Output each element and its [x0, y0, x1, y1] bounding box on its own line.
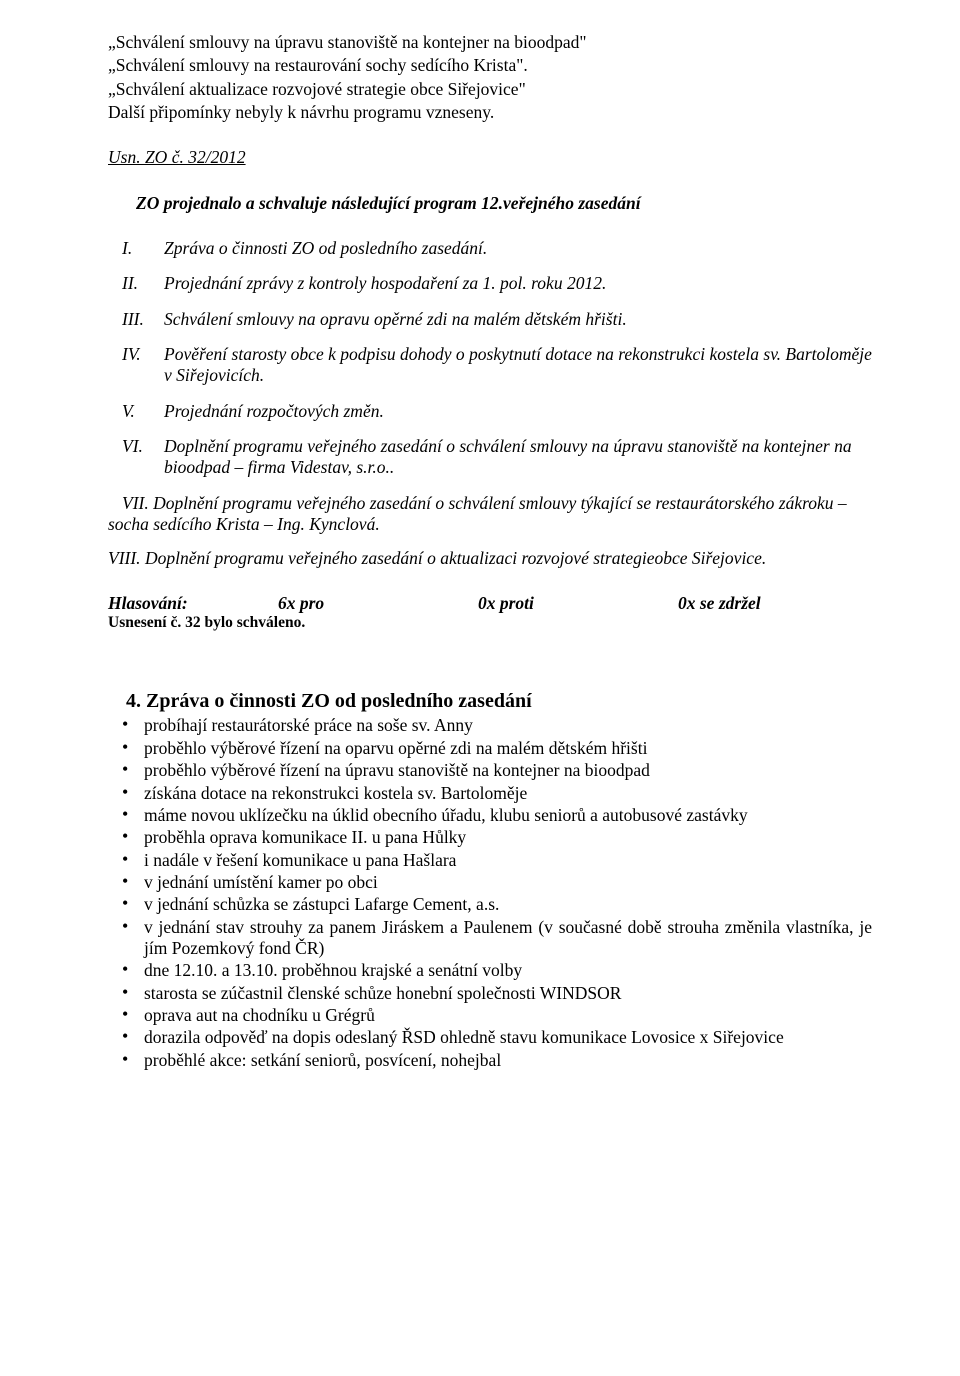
zo-line: ZO projednalo a schvaluje následující pr… — [136, 193, 872, 214]
usn-label: Usn. ZO č. 32/2012 — [108, 147, 872, 168]
list-item: proběhla oprava komunikace II. u pana Hů… — [108, 827, 872, 848]
list-item: proběhlo výběrové řízení na oparvu opěrn… — [108, 738, 872, 759]
intro-line-2: „Schválení smlouvy na restaurování sochy… — [108, 55, 872, 76]
list-item: v jednání stav strouhy za panem Jiráskem… — [108, 917, 872, 960]
roman-text: Pověření starosty obce k podpisu dohody … — [164, 344, 872, 387]
vote-zdrzel: 0x se zdržel — [678, 593, 872, 614]
roman-text: Zpráva o činnosti ZO od posledního zased… — [164, 238, 872, 259]
roman-num: II. — [122, 273, 164, 294]
vote-label: Hlasování: — [108, 593, 278, 614]
roman-item-viii: VIII. Doplnění programu veřejného zasedá… — [108, 548, 872, 569]
roman-list-wrap: I. Zpráva o činnosti ZO od posledního za… — [122, 238, 872, 479]
roman-num: VII. — [122, 493, 149, 513]
roman-item: I. Zpráva o činnosti ZO od posledního za… — [122, 238, 872, 259]
roman-text: Projednání rozpočtových změn. — [164, 401, 872, 422]
roman-item: IV. Pověření starosty obce k podpisu doh… — [122, 344, 872, 387]
roman-item: III. Schválení smlouvy na opravu opěrné … — [122, 309, 872, 330]
list-item: oprava aut na chodníku u Grégrů — [108, 1005, 872, 1026]
bullet-list: probíhají restaurátorské práce na soše s… — [108, 715, 872, 1071]
list-item: i nadále v řešení komunikace u pana Hašl… — [108, 850, 872, 871]
roman-num: V. — [122, 401, 164, 422]
list-item: probíhají restaurátorské práce na soše s… — [108, 715, 872, 736]
list-item: dne 12.10. a 13.10. proběhnou krajské a … — [108, 960, 872, 981]
intro-line-4: Další připomínky nebyly k návrhu program… — [108, 102, 872, 123]
roman-text: Projednání zprávy z kontroly hospodaření… — [164, 273, 872, 294]
list-item: máme novou uklízečku na úklid obecního ú… — [108, 805, 872, 826]
roman-num: IV. — [122, 344, 164, 387]
list-item: dorazila odpověď na dopis odeslaný ŘSD o… — [108, 1027, 872, 1048]
vote-proti: 0x proti — [478, 593, 678, 614]
section-4-title: 4. Zpráva o činnosti ZO od posledního za… — [126, 689, 872, 713]
list-item: v jednání umístění kamer po obci — [108, 872, 872, 893]
roman-item: V. Projednání rozpočtových změn. — [122, 401, 872, 422]
roman-text: Doplnění programu veřejného zasedání o s… — [164, 436, 872, 479]
intro-line-3: „Schválení aktualizace rozvojové strateg… — [108, 79, 872, 100]
list-item: proběhlo výběrové řízení na úpravu stano… — [108, 760, 872, 781]
roman-num: III. — [122, 309, 164, 330]
roman-text: Doplnění programu veřejného zasedání o a… — [141, 548, 767, 568]
roman-text: Schválení smlouvy na opravu opěrné zdi n… — [164, 309, 872, 330]
roman-num: VIII. — [108, 548, 141, 568]
roman-item-vii: VII. Doplnění programu veřejného zasedán… — [108, 493, 872, 536]
roman-item: II. Projednání zprávy z kontroly hospoda… — [122, 273, 872, 294]
roman-num: I. — [122, 238, 164, 259]
roman-text: Doplnění programu veřejného zasedání o s… — [108, 493, 847, 534]
vote-pro: 6x pro — [278, 593, 478, 614]
intro-line-1: „Schválení smlouvy na úpravu stanoviště … — [108, 32, 872, 53]
roman-num: VI. — [122, 436, 164, 479]
roman-item: VI. Doplnění programu veřejného zasedání… — [122, 436, 872, 479]
list-item: starosta se zúčastnil členské schůze hon… — [108, 983, 872, 1004]
usneseni-note: Usnesení č. 32 bylo schváleno. — [108, 614, 872, 633]
vote-row: Hlasování: 6x pro 0x proti 0x se zdržel — [108, 593, 872, 614]
list-item: v jednání schůzka se zástupci Lafarge Ce… — [108, 894, 872, 915]
list-item: získána dotace na rekonstrukci kostela s… — [108, 783, 872, 804]
list-item: proběhlé akce: setkání seniorů, posvícen… — [108, 1050, 872, 1071]
roman-list: I. Zpráva o činnosti ZO od posledního za… — [122, 238, 872, 479]
document-page: „Schválení smlouvy na úpravu stanoviště … — [0, 0, 960, 1112]
